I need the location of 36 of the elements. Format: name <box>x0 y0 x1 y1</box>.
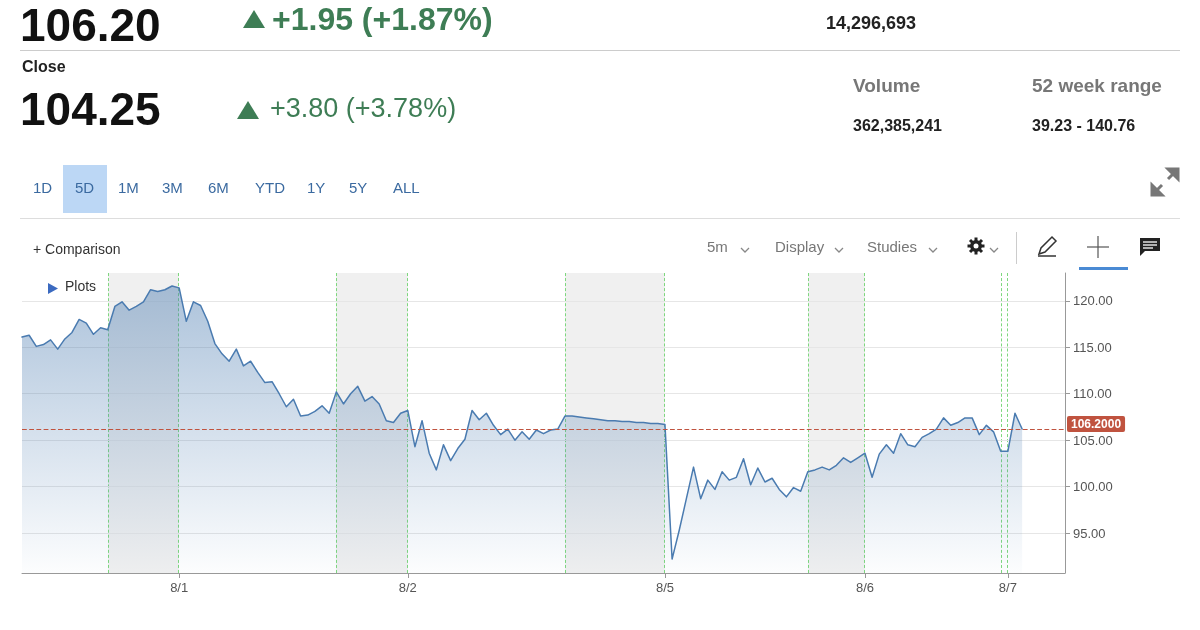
text: 5m <box>707 238 728 256</box>
text: 5D <box>75 179 95 197</box>
text: 5Y <box>349 179 368 197</box>
text: + Comparison <box>33 241 121 258</box>
y-tick-label: 95.00 <box>1073 525 1106 541</box>
text: 1Y <box>307 179 326 197</box>
x-tick-label: 8/7 <box>998 580 1017 595</box>
annotation: Plots <box>65 278 97 295</box>
text: 106.20 <box>20 0 161 51</box>
text: Display <box>775 238 825 256</box>
text: Close <box>22 58 66 76</box>
y-tick-label: 120.00 <box>1073 293 1113 309</box>
text: 1M <box>118 179 139 197</box>
text: Studies <box>867 238 918 256</box>
x-tick-label: 8/1 <box>170 580 189 595</box>
text: 52 week range <box>1032 75 1162 97</box>
text: Volume <box>853 75 921 97</box>
text: +3.80 (+3.78%) <box>270 93 457 124</box>
text: +1.95 (+1.87%) <box>272 1 493 38</box>
text: 104.25 <box>20 83 161 135</box>
y-tick-label: 100.00 <box>1073 479 1113 495</box>
x-tick-label: 8/2 <box>398 580 417 595</box>
ref-line-label: 106.2000 <box>1071 417 1122 432</box>
text: 6M <box>208 179 229 197</box>
y-tick-label: 110.00 <box>1073 386 1112 402</box>
text: ALL <box>393 179 420 197</box>
text: 3M <box>162 179 183 197</box>
text: 14,296,693 <box>826 13 917 34</box>
x-tick-label: 8/6 <box>855 580 875 595</box>
text: YTD <box>255 179 285 197</box>
text: 1D <box>33 179 53 197</box>
y-tick-label: 115.00 <box>1073 339 1112 355</box>
text: 39.23 - 140.76 <box>1032 117 1136 135</box>
y-tick-label: 105.00 <box>1073 432 1113 448</box>
text: 362,385,241 <box>853 117 942 135</box>
x-tick-label: 8/5 <box>655 580 674 595</box>
